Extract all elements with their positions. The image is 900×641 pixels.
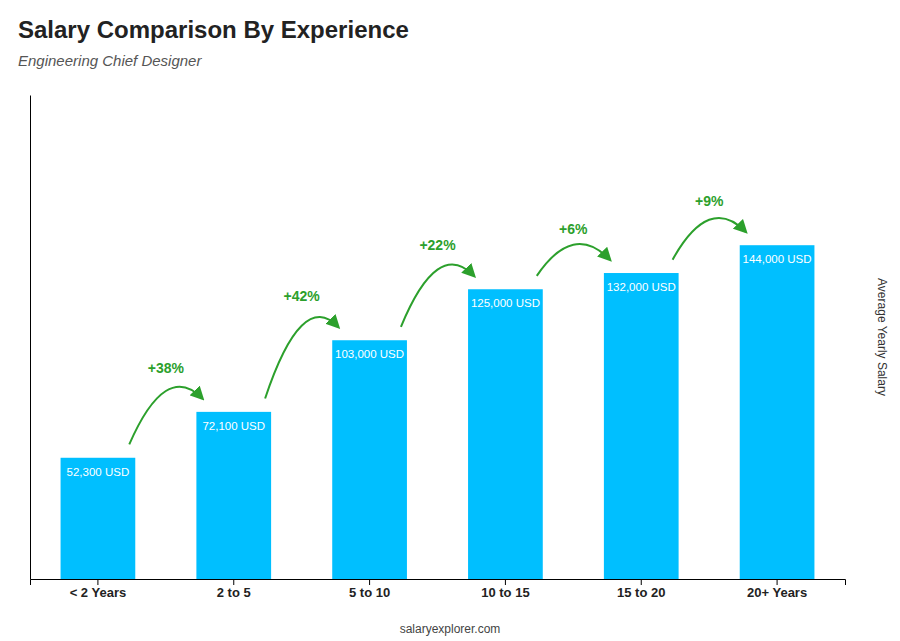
title: Salary Comparison By Experience [18,16,409,43]
pct-label: +6% [559,221,588,237]
x-tick: 2 to 5 [217,579,251,600]
x-tick-mark [97,579,98,585]
pct-arc [401,265,474,327]
y-axis [30,96,31,580]
x-tick-label: 5 to 10 [349,585,390,600]
x-tick: 5 to 10 [349,579,390,600]
y-axis-title: Average Yearly Salary [875,278,889,396]
annotations: +38% +42% +22% +6% +9% [129,193,745,445]
bars [61,245,815,579]
bar [468,289,543,579]
x-tick: 15 to 20 [617,579,665,600]
y-axis-line [30,96,31,580]
pct-label: +9% [695,193,724,209]
x-axis: < 2 Years 2 to 5 5 to 10 10 to 15 15 to 20 20… [31,579,846,600]
x-tick-label: 10 to 15 [481,585,529,600]
x-tick-label: < 2 Years [70,585,127,600]
pct-label: +42% [284,288,321,304]
data-label: 144,000 USD [743,253,812,265]
x-tick-mark [369,579,370,585]
data-label: 72,100 USD [202,420,265,432]
bar [332,340,407,579]
data-labels: 52,300 USD 72,100 USD 103,000 USD 125,000 U… [67,253,812,478]
data-label: 52,300 USD [67,466,130,478]
data-label: 132,000 USD [607,281,676,293]
x-tick: 20+ Years [747,579,807,600]
pct-label: +38% [148,360,185,376]
pct-arc [673,218,746,260]
x-tick-mark [233,579,234,585]
chart: Salary Comparison By Experience Engineeri… [0,0,900,641]
data-label: 103,000 USD [335,348,404,360]
data-label: 125,000 USD [471,297,540,309]
plot: < 2 Years 2 to 5 5 to 10 10 to 15 15 to 20 20… [31,96,846,601]
pct-arc [129,387,202,445]
x-tick-label: 20+ Years [747,585,807,600]
bar [604,273,679,579]
pct-label: +22% [419,237,456,253]
bar [61,458,136,579]
x-tick: < 2 Years [70,579,127,600]
bar [196,412,271,579]
pct-arc [265,317,338,398]
subtitle: Engineering Chief Designer [18,52,202,69]
footer: salaryexplorer.com [400,622,501,636]
x-tick: 10 to 15 [481,579,529,600]
x-tick-label: 15 to 20 [617,585,665,600]
x-tick-mark [505,579,506,585]
x-tick-mark [777,579,778,585]
bar [740,245,815,579]
x-axis-line [31,580,846,586]
pct-arc [537,244,610,276]
x-tick-mark [641,579,642,585]
x-tick-label: 2 to 5 [217,585,251,600]
